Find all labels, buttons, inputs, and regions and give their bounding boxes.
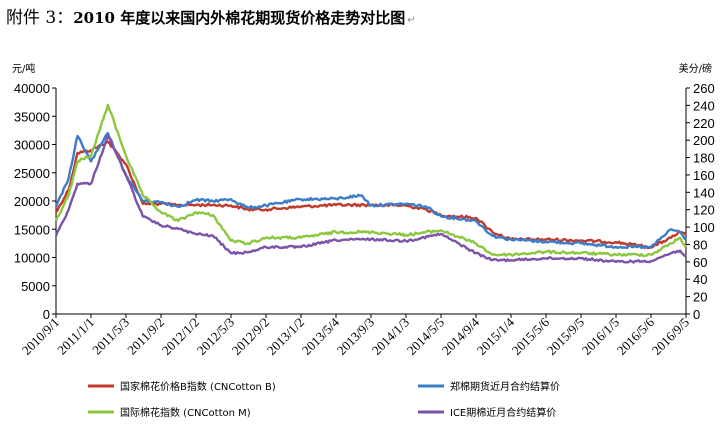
legend-label: 国际棉花指数 (CNCotton M) — [120, 406, 251, 419]
x-tick-label: 2011/1/1 — [54, 315, 97, 358]
right-tick-label: 100 — [693, 220, 715, 235]
x-tick-label: 2013/1/2 — [264, 315, 307, 358]
x-tick-label: 2012/9/2 — [229, 315, 272, 358]
x-tick-label: 2016/9/5 — [649, 315, 692, 358]
x-tick-label: 2015/5/6 — [509, 314, 553, 358]
x-tick-label: 2014/1/3 — [369, 315, 412, 358]
series-line-3 — [54, 103, 687, 258]
x-tick-label: 2012/1/2 — [159, 315, 202, 358]
right-tick-label: 200 — [693, 133, 715, 148]
right-tick-label: 40 — [693, 272, 707, 287]
x-tick-label: 2011/5/3 — [89, 315, 132, 358]
right-tick-label: 240 — [693, 98, 715, 113]
x-tick-label: 2016/5/6 — [614, 314, 658, 358]
left-tick-label: 0 — [43, 307, 50, 322]
left-tick-label: 20000 — [14, 194, 50, 209]
left-tick-label: 30000 — [14, 138, 50, 153]
x-tick-label: 2015/1/4 — [474, 314, 518, 358]
chart-title: 附件 3：2010 年度以来国内外棉花期现货价格走势对比图 ↵ — [6, 3, 416, 29]
x-tick-label: 2014/5/5 — [404, 315, 447, 358]
right-tick-label: 160 — [693, 168, 715, 183]
x-tick-label: 2011/9/2 — [124, 315, 167, 358]
right-tick-label: 220 — [693, 116, 715, 131]
x-tick-label: 2012/5/3 — [194, 315, 237, 358]
left-tick-label: 10000 — [14, 251, 50, 266]
left-tick-label: 25000 — [14, 166, 50, 181]
right-tick-label: 180 — [693, 151, 715, 166]
right-tick-label: 60 — [693, 255, 707, 270]
left-axis-unit: 元/吨 — [12, 62, 35, 75]
x-tick-label: 2015/9/5 — [544, 315, 587, 358]
legend-label: 郑棉期货近月合约结算价 — [450, 380, 560, 393]
right-tick-label: 140 — [693, 185, 715, 200]
series-line-4 — [54, 134, 687, 264]
x-tick-label: 2013/9/3 — [334, 315, 377, 358]
x-tick-label: 2016/1/5 — [579, 315, 622, 358]
legend: 国家棉花价格B指数 (CNCotton B) 郑棉期货近月合约结算价国际棉花指数 … — [88, 380, 560, 419]
paragraph-mark-icon: ↵ — [407, 15, 416, 26]
right-axis-unit: 美分/磅 — [679, 62, 712, 75]
axes: 元/吨 美分/磅 0 5000 10000 15000 20000 25000 30000 350… — [12, 62, 715, 358]
title-prefix: 附件 3： — [6, 8, 74, 28]
right-tick-label: 260 — [693, 81, 715, 96]
series-line-2 — [54, 131, 687, 250]
left-tick-label: 15000 — [14, 222, 50, 237]
x-tick-label: 2010/9/1 — [19, 315, 62, 358]
legend-label: ICE期棉近月合约结算价 — [450, 406, 556, 419]
left-tick-label: 5000 — [21, 279, 50, 294]
title-text: 2010 年度以来国内外棉花期现货价格走势对比图 — [73, 9, 406, 27]
series-lines — [54, 103, 687, 264]
right-tick-label: 0 — [693, 307, 700, 322]
x-tick-label: 2014/9/4 — [439, 314, 483, 358]
legend-label: 国家棉花价格B指数 (CNCotton B) — [120, 380, 276, 393]
right-tick-label: 80 — [693, 237, 707, 252]
left-tick-label: 35000 — [14, 109, 50, 124]
left-tick-label: 40000 — [14, 81, 50, 96]
right-tick-label: 20 — [693, 290, 707, 305]
x-tick-label: 2013/5/4 — [299, 314, 343, 358]
right-tick-label: 120 — [693, 203, 715, 218]
